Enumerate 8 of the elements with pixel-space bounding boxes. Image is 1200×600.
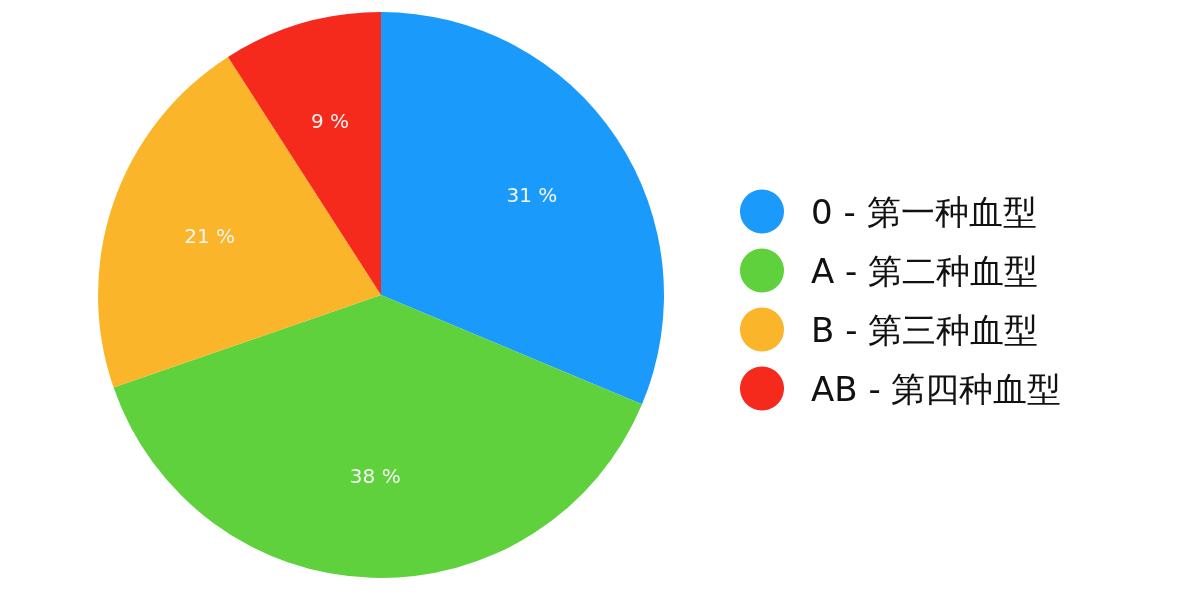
data-label: 21 % [184, 223, 236, 248]
legend-label: 0 - 第一种血型 [811, 191, 1037, 232]
data-label: 38 % [349, 464, 401, 489]
data-label: 31 % [506, 182, 558, 207]
legend-label: B - 第三种血型 [811, 309, 1039, 350]
legend-label: A - 第二种血型 [811, 250, 1039, 291]
legend-label: AB - 第四种血型 [811, 368, 1062, 409]
data-label: 9 % [310, 109, 349, 134]
